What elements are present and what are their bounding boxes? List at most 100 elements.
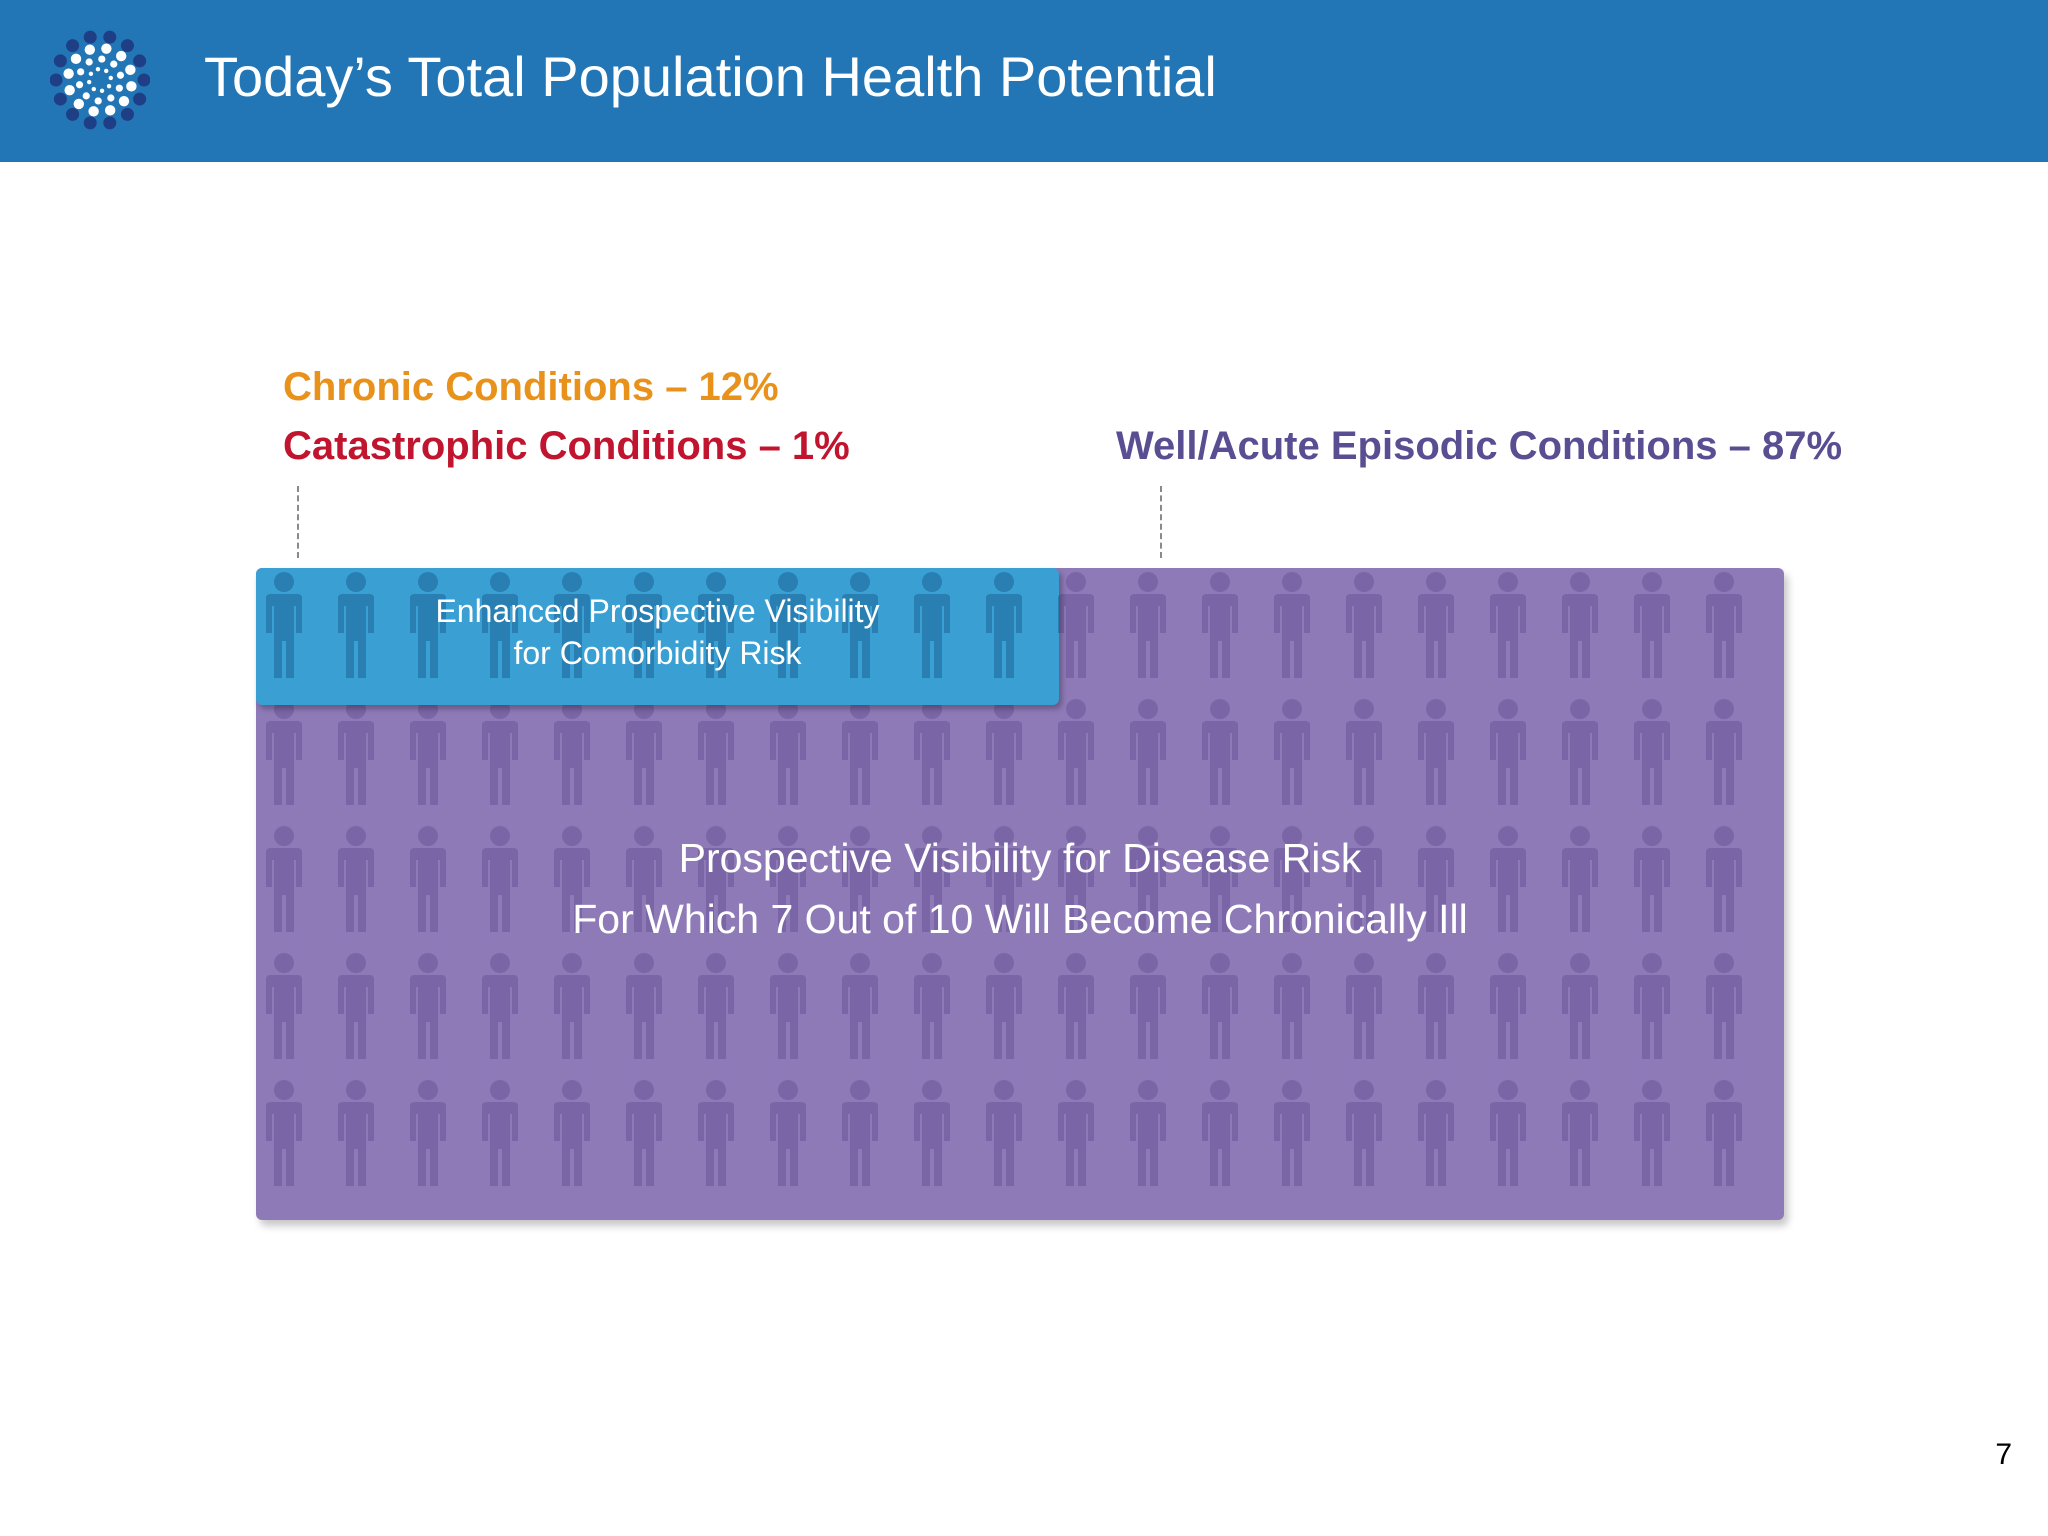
logo-dot <box>106 84 112 89</box>
catastrophic-conditions-label: Catastrophic Conditions – 1% <box>283 424 850 468</box>
person-icon <box>482 953 518 1059</box>
logo-dot <box>75 81 84 89</box>
person-icon <box>1490 1080 1526 1186</box>
person-icon <box>1130 826 1166 932</box>
person-icon <box>1706 699 1742 805</box>
person-icon <box>1202 699 1238 805</box>
logo-dot <box>88 71 94 76</box>
person-icon <box>698 953 734 1059</box>
person-icon <box>1130 572 1166 678</box>
person-icon <box>266 572 302 678</box>
person-icon <box>1346 1080 1382 1186</box>
person-icon <box>1346 826 1382 932</box>
person-icon <box>986 1080 1022 1186</box>
person-icon <box>626 699 662 805</box>
person-icon <box>554 572 590 678</box>
person-icon <box>1706 572 1742 678</box>
person-icon <box>1202 826 1238 932</box>
person-icon <box>1058 1080 1094 1186</box>
person-icon <box>1634 699 1670 805</box>
logo-dot <box>83 116 97 130</box>
person-icon <box>1202 1080 1238 1186</box>
logo-dot <box>53 54 67 68</box>
person-icon <box>1058 699 1094 805</box>
person-icon <box>1130 1080 1166 1186</box>
person-icon <box>986 953 1022 1059</box>
person-icon <box>914 699 950 805</box>
person-icon <box>1274 572 1310 678</box>
person-icon <box>698 572 734 678</box>
person-icon <box>410 826 446 932</box>
person-icon <box>1418 572 1454 678</box>
person-icon <box>914 1080 950 1186</box>
person-icon <box>986 699 1022 805</box>
logo-dot <box>95 66 101 72</box>
page-number: 7 <box>1995 1438 2012 1471</box>
person-icon <box>482 1080 518 1186</box>
logo-dot <box>88 106 99 117</box>
person-icon <box>1634 826 1670 932</box>
disease-risk-line-2: For Which 7 Out of 10 Will Become Chroni… <box>572 896 1468 942</box>
person-icon <box>1634 953 1670 1059</box>
person-icon <box>770 572 806 678</box>
chronic-conditions-label: Chronic Conditions – 12% <box>283 365 779 409</box>
person-icon <box>1202 572 1238 678</box>
person-icon <box>842 572 878 678</box>
person-icon <box>842 826 878 932</box>
person-icon <box>1346 953 1382 1059</box>
logo-dot <box>104 105 116 116</box>
person-icon <box>626 1080 662 1186</box>
logo-dot <box>133 92 147 106</box>
person-icon <box>914 826 950 932</box>
logo-dot <box>103 116 117 130</box>
person-icon <box>1490 953 1526 1059</box>
person-icon <box>1562 699 1598 805</box>
logo-dot <box>101 43 112 54</box>
person-icon <box>338 572 374 678</box>
logo-dot <box>99 88 105 94</box>
page-title: Today’s Total Population Health Potentia… <box>204 45 1217 108</box>
person-icon <box>410 1080 446 1186</box>
person-icon <box>554 699 590 805</box>
disease-risk-line-1: Prospective Visibility for Disease Risk <box>678 835 1362 881</box>
comorbidity-risk-text: Enhanced Prospective Visibility for Como… <box>256 590 1059 674</box>
person-icon <box>266 953 302 1059</box>
person-icon <box>1562 1080 1598 1186</box>
logo-dot <box>126 81 137 92</box>
person-icon <box>1418 826 1454 932</box>
person-icon <box>1058 826 1094 932</box>
person-icon <box>770 953 806 1059</box>
person-icon <box>842 953 878 1059</box>
logo-dot <box>137 73 150 87</box>
person-icon <box>842 1080 878 1186</box>
person-icon <box>1706 1080 1742 1186</box>
logo-dot <box>84 44 96 55</box>
person-icon <box>1130 699 1166 805</box>
logo-dot <box>73 98 85 110</box>
logo-dot <box>103 30 117 44</box>
logo-dot <box>70 53 82 65</box>
comorbidity-line-1: Enhanced Prospective Visibility <box>435 593 880 629</box>
person-icon <box>1418 1080 1454 1186</box>
logo-dot <box>98 55 106 63</box>
logo-dot <box>53 92 67 106</box>
comorbidity-line-2: for Comorbidity Risk <box>513 635 802 671</box>
person-icon <box>914 572 950 678</box>
logo-dot <box>120 39 134 53</box>
person-icon <box>482 572 518 678</box>
person-icon <box>410 699 446 805</box>
person-icon <box>554 953 590 1059</box>
logo-dot <box>83 30 97 44</box>
logo-dot <box>63 68 74 79</box>
person-icon <box>626 572 662 678</box>
logo-dot <box>115 84 123 92</box>
leader-line-right <box>1160 486 1162 558</box>
logo-dot <box>116 71 125 79</box>
logo-dot <box>91 86 96 92</box>
logo-dot <box>66 107 80 121</box>
person-icon <box>1058 953 1094 1059</box>
logo-dot <box>66 39 80 53</box>
person-icon <box>986 572 1022 678</box>
person-icon <box>1490 699 1526 805</box>
person-icon <box>266 1080 302 1186</box>
